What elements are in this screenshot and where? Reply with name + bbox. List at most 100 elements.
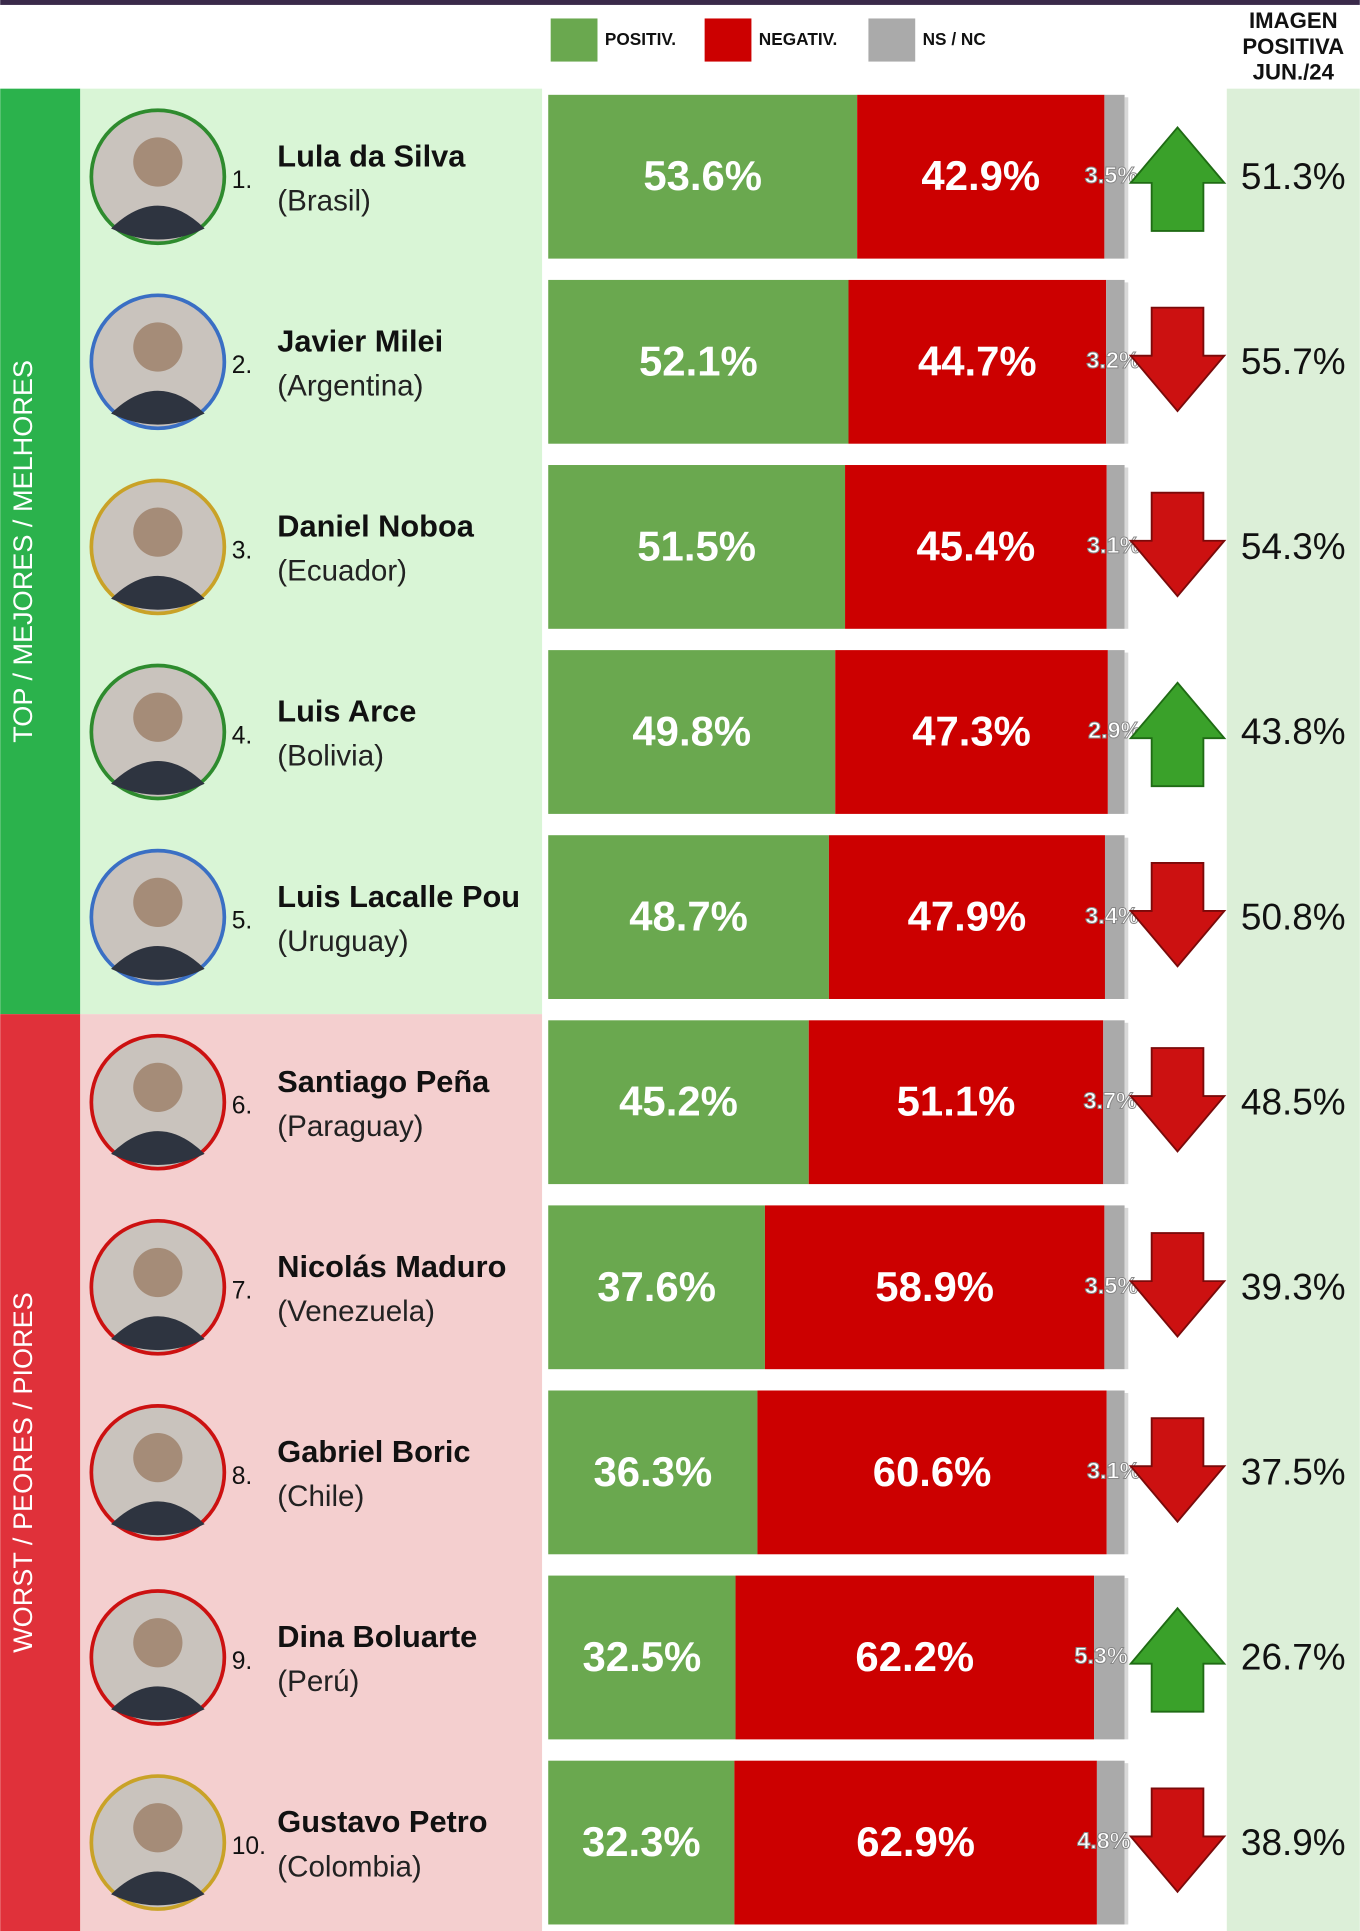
previous-value: 55.7% xyxy=(1241,341,1346,382)
previous-value: 50.8% xyxy=(1241,896,1346,937)
arrow-down xyxy=(1131,493,1225,596)
country: (Argentina) xyxy=(277,369,423,402)
group-label: WORST / PEORES / PIORES xyxy=(7,1292,38,1653)
value-label: 47.3% xyxy=(912,708,1031,755)
value-label: 4.8% xyxy=(1077,1828,1130,1854)
rank: 7. xyxy=(232,1278,253,1305)
portrait-head xyxy=(133,137,182,186)
previous-value: 39.3% xyxy=(1241,1267,1346,1308)
rank: 4. xyxy=(232,722,253,749)
portrait-head xyxy=(133,1433,182,1482)
legend-label: POSITIV. xyxy=(605,29,676,49)
previous-value: 38.9% xyxy=(1241,1822,1346,1863)
name: Luis Arce xyxy=(277,694,416,729)
chart: TOP / MEJORES / MELHORES WORST / PEORES /… xyxy=(0,0,1360,1931)
value-label: 62.2% xyxy=(855,1633,974,1680)
portrait-head xyxy=(133,508,182,557)
arrow-down xyxy=(1131,1233,1225,1336)
value-label: 5.3% xyxy=(1074,1643,1127,1669)
value-label: 37.6% xyxy=(597,1263,716,1310)
arrow-up xyxy=(1131,683,1225,786)
rank: 3. xyxy=(232,537,253,564)
value-label: 42.9% xyxy=(921,152,1040,199)
country: (Uruguay) xyxy=(277,925,408,958)
previous-title: POSITIVA xyxy=(1242,34,1344,59)
arrow-down xyxy=(1131,1418,1225,1521)
country: (Perú) xyxy=(277,1665,359,1698)
top-strip xyxy=(0,0,1360,5)
previous-value: 54.3% xyxy=(1241,526,1346,567)
name: Luis Lacalle Pou xyxy=(277,879,520,914)
value-label: 45.4% xyxy=(917,522,1036,569)
portrait-head xyxy=(133,1803,182,1852)
value-label: 60.6% xyxy=(873,1448,992,1495)
rank: 10. xyxy=(232,1833,266,1860)
value-label: 36.3% xyxy=(593,1448,712,1495)
country: (Brasil) xyxy=(277,184,371,217)
name: Santiago Peña xyxy=(277,1064,490,1099)
arrow-up xyxy=(1131,1608,1225,1711)
value-label: 3.1% xyxy=(1087,532,1140,558)
previous-title: JUN./24 xyxy=(1253,60,1335,85)
legend-swatch xyxy=(705,18,752,61)
rank: 6. xyxy=(232,1093,253,1120)
portrait-head xyxy=(133,693,182,742)
rank: 5. xyxy=(232,908,253,935)
value-label: 62.9% xyxy=(856,1818,975,1865)
name: Javier Milei xyxy=(277,323,443,358)
value-label: 52.1% xyxy=(639,337,758,384)
value-label: 51.5% xyxy=(637,522,756,569)
legend-label: NEGATIV. xyxy=(759,29,838,49)
value-label: 3.2% xyxy=(1086,347,1139,373)
arrow-down xyxy=(1131,863,1225,966)
arrow-down xyxy=(1131,308,1225,411)
portrait-head xyxy=(133,322,182,371)
country: (Ecuador) xyxy=(277,555,407,588)
value-label: 45.2% xyxy=(619,1078,738,1125)
value-label: 44.7% xyxy=(918,337,1037,384)
name: Gustavo Petro xyxy=(277,1804,487,1839)
name: Lula da Silva xyxy=(277,138,466,173)
value-label: 51.1% xyxy=(897,1078,1016,1125)
portrait-head xyxy=(133,1618,182,1667)
previous-value: 48.5% xyxy=(1241,1081,1346,1122)
name: Dina Boluarte xyxy=(277,1619,477,1654)
legend-swatch xyxy=(868,18,915,61)
group-label: TOP / MEJORES / MELHORES xyxy=(7,360,38,743)
previous-value: 26.7% xyxy=(1241,1637,1346,1678)
value-label: 3.4% xyxy=(1085,902,1138,928)
name: Daniel Noboa xyxy=(277,509,474,544)
arrow-down xyxy=(1131,1788,1225,1891)
arrow-down xyxy=(1131,1048,1225,1151)
value-label: 47.9% xyxy=(908,893,1027,940)
value-label: 49.8% xyxy=(632,708,751,755)
page: {"chart_data": { "type": "stacked-bar", … xyxy=(0,0,1360,1931)
legend-label: NS / NC xyxy=(923,29,986,49)
value-label: 3.1% xyxy=(1087,1458,1140,1484)
value-label: 2.9% xyxy=(1088,717,1141,743)
value-label: 48.7% xyxy=(629,893,748,940)
value-label: 53.6% xyxy=(643,152,762,199)
rank: 8. xyxy=(232,1463,253,1490)
portrait-head xyxy=(133,1248,182,1297)
arrow-up xyxy=(1131,127,1225,230)
value-label: 3.5% xyxy=(1085,162,1138,188)
legend-swatch xyxy=(551,18,598,61)
value-label: 3.5% xyxy=(1085,1272,1138,1298)
name: Gabriel Boric xyxy=(277,1434,470,1469)
value-label: 58.9% xyxy=(875,1263,994,1310)
previous-title: IMAGEN xyxy=(1249,8,1338,33)
country: (Venezuela) xyxy=(277,1295,435,1328)
country: (Paraguay) xyxy=(277,1110,423,1143)
country: (Bolivia) xyxy=(277,740,384,773)
rank: 9. xyxy=(232,1648,253,1675)
value-label: 32.5% xyxy=(583,1633,702,1680)
value-label: 32.3% xyxy=(582,1818,701,1865)
rank: 1. xyxy=(232,167,253,194)
portrait-head xyxy=(133,1063,182,1112)
country: (Chile) xyxy=(277,1480,364,1513)
previous-value: 37.5% xyxy=(1241,1452,1346,1493)
rank: 2. xyxy=(232,352,253,379)
previous-value: 43.8% xyxy=(1241,711,1346,752)
name: Nicolás Maduro xyxy=(277,1249,506,1284)
